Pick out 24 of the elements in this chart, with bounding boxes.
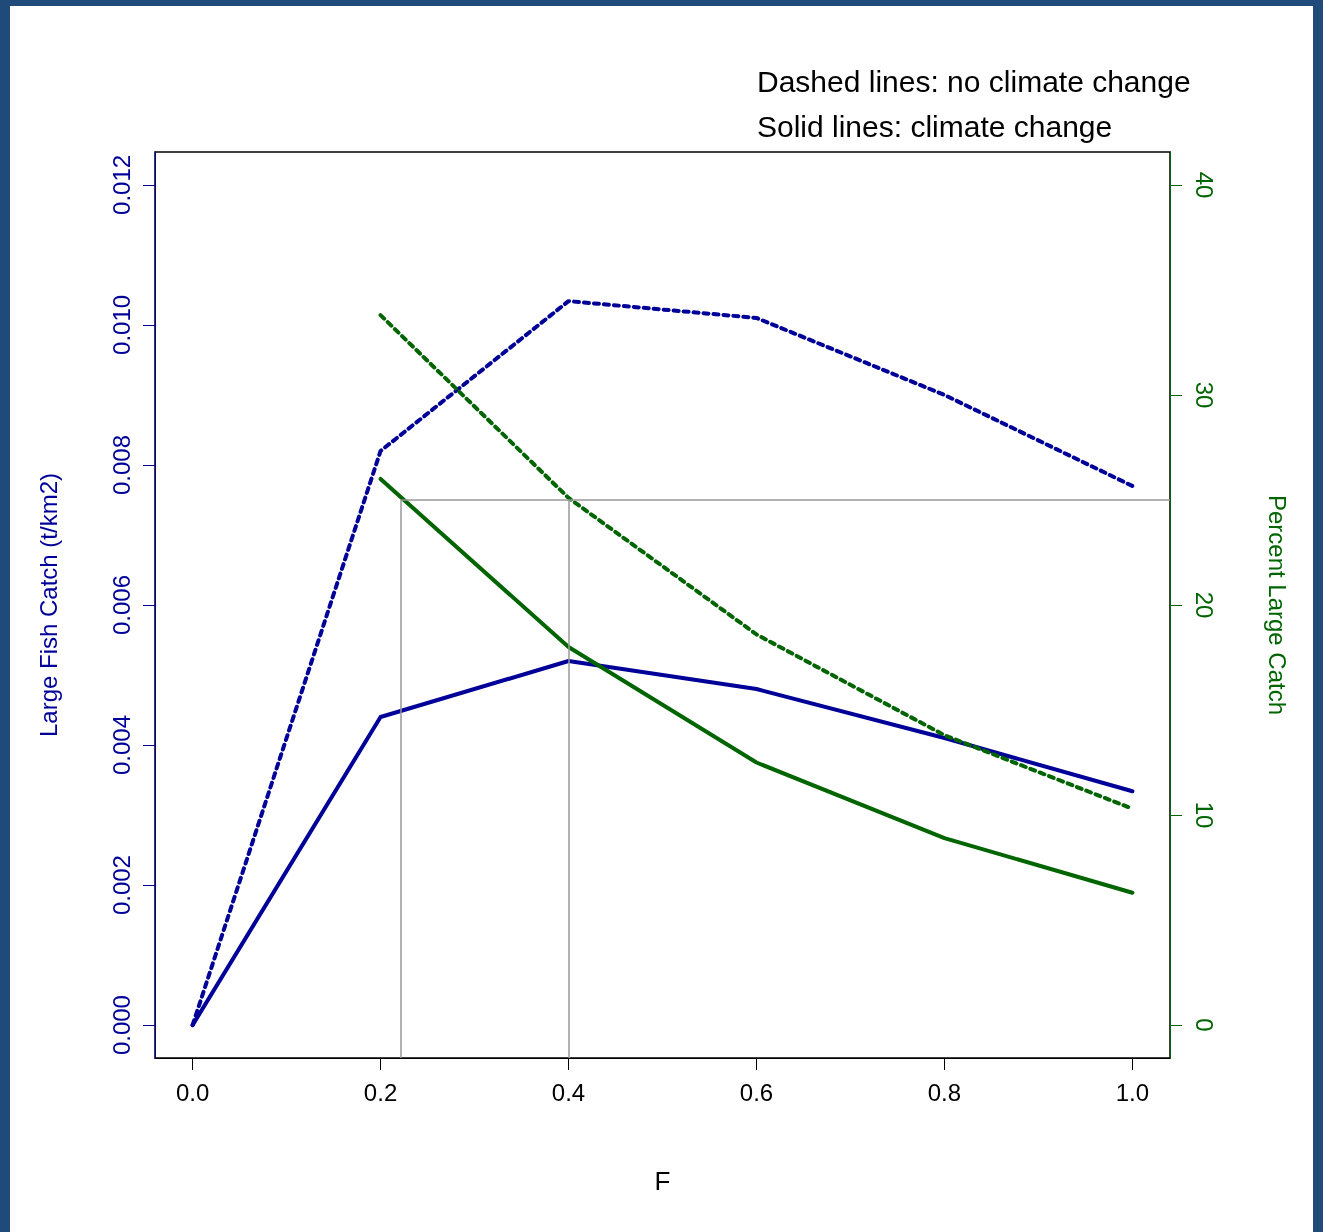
x-tick-label: 0.0 [175, 1078, 210, 1106]
text: Solid lines: climate change [757, 109, 1113, 143]
y2-tick-label: 30 [1190, 381, 1218, 409]
y2-tick-label: 10 [1190, 801, 1218, 829]
x-tick-label: 0.2 [363, 1078, 398, 1106]
y2-tick-label: 0 [1190, 1018, 1218, 1032]
y-axis-title: Large Fish Catch (t/km2) [34, 472, 62, 738]
y-tick-label: 0.000 [107, 995, 135, 1056]
x-tick-label: 0.4 [551, 1078, 586, 1106]
x-tick-label: 1.0 [1115, 1078, 1150, 1106]
line-series [378, 476, 1135, 895]
y-tick-label: 0.008 [107, 434, 135, 495]
y-tick-label: 0.004 [107, 715, 135, 776]
x-axis-title: F [654, 1166, 671, 1196]
text: Dashed lines: no climate change [757, 64, 1191, 98]
y-tick-label: 0.012 [107, 154, 135, 215]
y2-tick-label: 20 [1190, 591, 1218, 619]
x-tick-label: 0.6 [739, 1078, 774, 1106]
y2-tick-label: 40 [1190, 171, 1218, 199]
y-tick-label: 0.010 [107, 294, 135, 355]
x-tick-label: 0.8 [927, 1078, 962, 1106]
y-tick-label: 0.002 [107, 855, 135, 916]
y2-axis-title: Percent Large Catch [1263, 494, 1291, 716]
y-tick-label: 0.006 [107, 574, 135, 636]
